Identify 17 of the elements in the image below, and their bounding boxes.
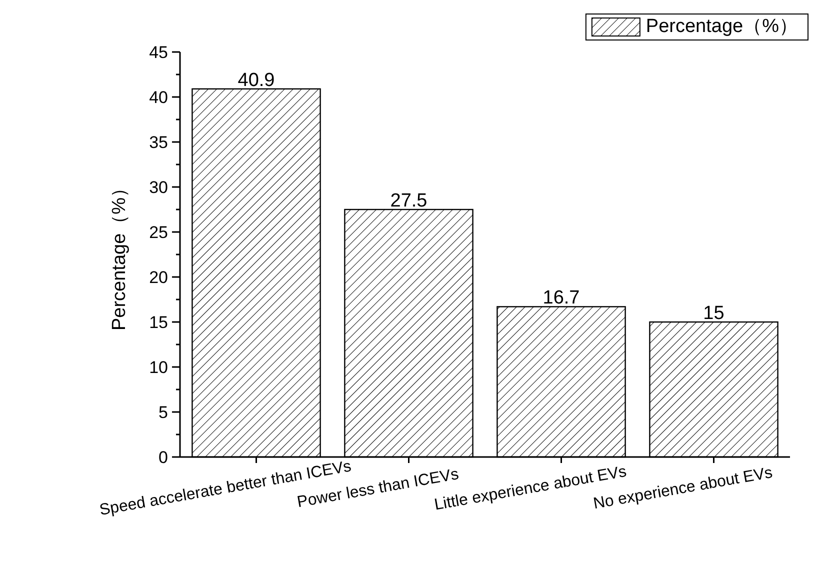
y-tick-label: 5 (158, 403, 168, 422)
y-tick-label: 40 (149, 88, 168, 107)
y-tick-label: 10 (149, 358, 168, 377)
y-tick-label: 45 (149, 43, 168, 62)
y-tick-label: 20 (149, 268, 168, 287)
data-label: 15 (703, 303, 724, 324)
y-tick-label: 15 (149, 313, 168, 332)
y-tick-label: 30 (149, 178, 168, 197)
y-tick-label: 35 (149, 133, 168, 152)
data-label: 27.5 (390, 190, 428, 212)
data-label: 16.7 (542, 288, 580, 309)
y-axis-title: Percentage（%） (109, 178, 130, 331)
legend-label: Percentage（%） (646, 16, 798, 37)
legend: Percentage（%） (585, 14, 808, 40)
y-tick-label: 0 (158, 448, 168, 467)
y-tick-label: 25 (149, 223, 168, 242)
data-label: 40.9 (238, 70, 275, 91)
